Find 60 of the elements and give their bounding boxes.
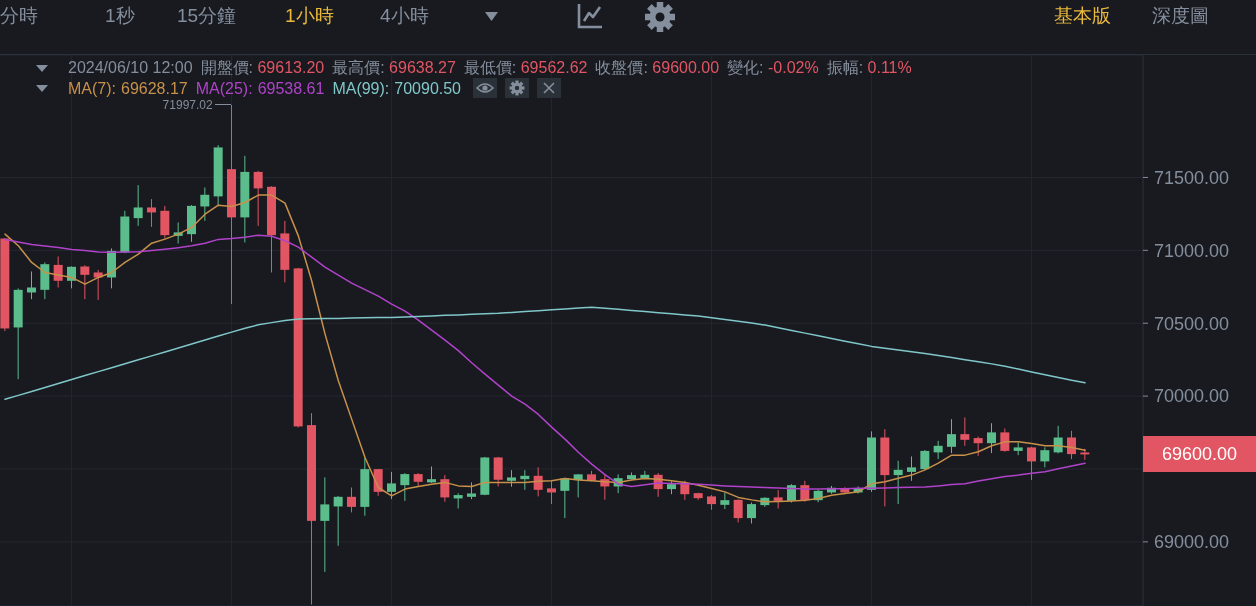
text: MA(7): [68, 78, 116, 98]
candlestick [200, 187, 210, 222]
candlestick [747, 502, 756, 524]
annotation: 收盤價: 69600.00 [595, 59, 720, 76]
text: 15分鐘 [177, 4, 237, 28]
candlestick [560, 477, 570, 519]
annotation: 最高價: 69638.27 [332, 59, 456, 76]
candlestick [933, 440, 943, 460]
annotation: 70090.50 [394, 78, 462, 98]
text: 分時 [0, 4, 38, 28]
y-tick-label: 70500.00 [1154, 313, 1230, 334]
candlestick [960, 416, 970, 447]
candlestick [27, 270, 36, 300]
candlestick [533, 466, 543, 497]
annotation: 71997.02 [162, 97, 213, 113]
candlestick [520, 469, 530, 491]
annotation: 振幅: 0.11% [826, 59, 912, 76]
candlestick [773, 489, 783, 509]
y-tick-label: 71500.00 [1154, 167, 1230, 188]
candlestick [133, 184, 143, 227]
text: 69600.00 [1143, 436, 1256, 473]
candlestick [53, 255, 63, 288]
text: 1秒 [105, 4, 135, 28]
annotation: 最低價: 69562.62 [463, 59, 588, 76]
candlestick [440, 474, 450, 503]
y-tick-label: 71000.00 [1154, 240, 1230, 261]
text: 基本版 [1054, 4, 1111, 28]
candlestick [733, 498, 743, 523]
candlestick [893, 460, 903, 505]
annotation: 69628.17 [121, 78, 188, 98]
text: MA(99): [332, 78, 390, 98]
candlestick [987, 422, 996, 454]
candlestick [387, 471, 396, 500]
candlestick [493, 456, 503, 487]
candlestick [1000, 427, 1010, 453]
y-tick-label: 69000.00 [1154, 532, 1230, 553]
candlestick [333, 495, 343, 547]
candlestick [347, 486, 356, 513]
candlestick [320, 476, 330, 573]
y-tick-label: 70000.00 [1154, 386, 1230, 407]
annotation: 69538.61 [257, 78, 325, 98]
candlestick [80, 264, 90, 300]
candlestick [547, 479, 556, 505]
annotation: 變化: -0.02% [727, 59, 819, 76]
line-series [4, 306, 1086, 401]
candlestick [1040, 446, 1050, 468]
annotation: 開盤價: 69613.20 [200, 59, 325, 76]
text: 深度圖 [1152, 4, 1209, 28]
candlestick [400, 472, 410, 502]
text: 4小時 [380, 4, 429, 28]
candlestick [973, 435, 983, 457]
candlestick [147, 198, 156, 228]
candlestick [947, 418, 956, 454]
annotation: 2024/06/10 12:00 [68, 58, 193, 77]
text: 1小時 [285, 4, 334, 28]
candlestick [253, 170, 263, 227]
candlestick [1067, 430, 1076, 460]
candlestick [907, 455, 916, 482]
candlestick [1027, 446, 1036, 481]
text: MA(25): [195, 78, 253, 98]
